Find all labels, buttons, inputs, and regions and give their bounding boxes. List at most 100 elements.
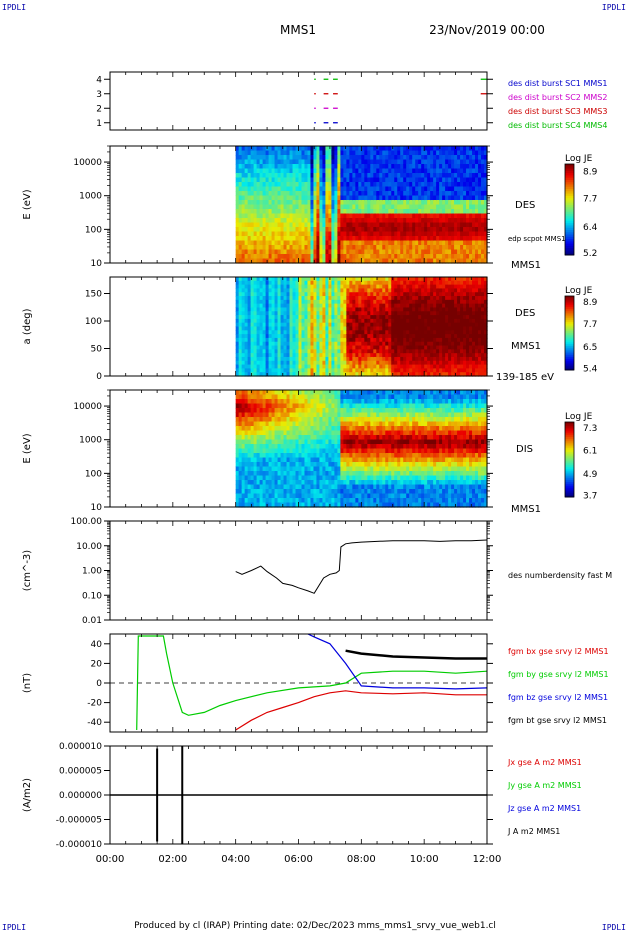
des_pitch-cell <box>307 299 312 305</box>
des_pitch-cell <box>277 307 282 312</box>
dis_energy-cell <box>289 417 294 423</box>
dis_energy-cell <box>253 471 258 477</box>
des_pitch-cell <box>409 326 413 331</box>
des_pitch-cell <box>361 345 365 350</box>
dis_energy-cell <box>268 426 273 432</box>
des_pitch-cell <box>292 311 297 316</box>
dis_energy-cell <box>262 462 267 468</box>
des_energy-cell <box>379 200 383 206</box>
des_energy-cell <box>427 254 431 260</box>
des_energy-cell <box>253 159 258 165</box>
des_energy-cell <box>274 159 279 165</box>
des_energy-cell <box>439 200 443 206</box>
des_pitch-cell <box>454 334 458 339</box>
des_energy-cell <box>421 173 425 179</box>
des_pitch-cell <box>325 356 330 362</box>
des_energy-cell <box>319 164 324 170</box>
des_pitch-cell <box>286 368 291 373</box>
des_pitch-cell <box>247 296 252 301</box>
des_pitch-cell <box>307 307 312 312</box>
des_pitch-cell <box>307 288 312 293</box>
dis_energy-cell <box>265 444 270 450</box>
des_pitch-cell <box>304 322 309 328</box>
des_energy-colorbar-cell <box>565 239 574 242</box>
des_energy-cell <box>436 258 440 264</box>
dis_energy-cell <box>268 502 273 508</box>
des_energy-cell <box>352 155 356 161</box>
des_energy-cell <box>430 191 434 197</box>
des_pitch-cell <box>283 341 288 347</box>
des_energy-cell <box>295 146 300 152</box>
dis_energy-cell <box>277 448 282 454</box>
des_pitch-cell <box>391 364 395 369</box>
des_energy-cell <box>271 200 276 206</box>
des_pitch-cell <box>238 341 243 347</box>
des_pitch-cell <box>448 315 452 320</box>
des_energy-cell <box>442 186 446 192</box>
des_pitch-cell <box>250 341 255 347</box>
des_energy-cell <box>466 240 470 246</box>
dis_energy-cell <box>241 480 246 486</box>
des_pitch-cell <box>235 307 240 312</box>
des_pitch-cell <box>415 360 419 366</box>
des_energy-cell <box>448 249 452 255</box>
des_pitch-cell <box>241 341 246 347</box>
des_pitch-cell <box>328 307 333 312</box>
des_energy-cell <box>430 182 434 188</box>
dis_energy-cell <box>289 471 294 477</box>
des_energy-cell <box>301 231 306 237</box>
des_energy-cell <box>442 231 446 237</box>
des_energy-cell <box>352 200 356 206</box>
des_pitch-cell <box>430 330 434 335</box>
des_energy-cell <box>409 159 413 165</box>
des_pitch-cell <box>403 360 407 366</box>
des_energy-cell <box>376 258 380 264</box>
des_pitch-cell <box>373 288 377 293</box>
dis_energy-cell <box>256 484 261 490</box>
des_pitch-cell <box>421 334 425 339</box>
des_energy-cell <box>412 173 416 179</box>
des_energy-cell <box>439 191 443 197</box>
des_pitch-cell <box>448 311 452 316</box>
dis_energy-cell <box>277 453 282 459</box>
des_energy-cell <box>277 155 282 161</box>
dis_energy-cell <box>274 417 279 423</box>
des_energy-cell <box>442 168 446 174</box>
des_pitch-cell <box>391 288 395 293</box>
des_energy-cell <box>361 209 365 215</box>
des_energy-cell <box>349 240 353 246</box>
des_pitch-cell <box>382 326 386 331</box>
des_pitch-cell <box>280 349 285 354</box>
des_pitch-cell <box>301 326 306 331</box>
des_energy-cell <box>277 240 282 246</box>
des_energy-cell <box>262 159 267 165</box>
des_energy-cell <box>358 249 362 255</box>
des_energy-cell <box>244 213 249 219</box>
des_pitch-cell <box>343 372 347 377</box>
des_pitch-cell <box>307 341 312 347</box>
des_pitch-cell <box>313 322 318 328</box>
des_energy-cell <box>391 177 395 183</box>
des_pitch-cell <box>433 299 437 305</box>
des_pitch-cell <box>448 330 452 335</box>
des_energy-cell <box>337 155 341 161</box>
des_energy-cell <box>316 186 321 192</box>
des_energy-cell <box>328 222 333 228</box>
des_energy-cell <box>388 222 392 228</box>
des_energy-cell <box>274 200 279 206</box>
des_energy-cell <box>445 222 449 228</box>
des_energy-cell <box>244 258 249 264</box>
des_energy-cell <box>304 236 309 242</box>
des_pitch-cell <box>370 299 374 305</box>
des_energy-cell <box>349 236 353 242</box>
des_pitch-cell <box>298 284 303 290</box>
des_energy-cell <box>352 236 356 242</box>
des_pitch-cell <box>250 288 255 293</box>
des_energy-colorbar-cell <box>565 223 574 226</box>
des_pitch-cell <box>322 296 327 301</box>
des_pitch-cell <box>301 345 306 350</box>
des_energy-cell <box>346 249 350 255</box>
des_energy-cell <box>238 218 243 224</box>
des_pitch-cell <box>388 341 392 347</box>
des_pitch-cell <box>418 307 422 312</box>
